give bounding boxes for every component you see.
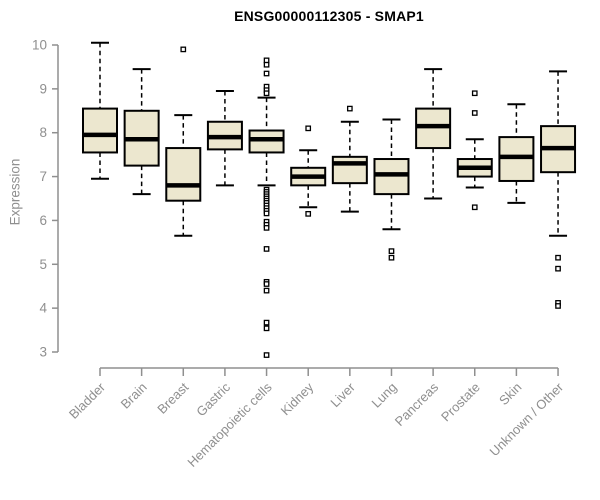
y-axis-tick-label: 5 <box>39 257 47 272</box>
boxplot-lung <box>373 118 410 261</box>
y-axis-tick-label: 4 <box>39 301 47 316</box>
chart-title: ENSG00000112305 - SMAP1 <box>234 8 424 24</box>
outlier-point <box>263 61 270 68</box>
outlier-point <box>555 303 561 309</box>
boxplot-gastric <box>206 90 243 187</box>
boxplot-bladder <box>82 41 118 180</box>
boxplot-unknown-other <box>540 70 577 309</box>
boxplot-liver <box>331 105 368 213</box>
y-axis-tick-label: 10 <box>32 38 47 53</box>
outlier-point <box>305 125 312 132</box>
boxplot-skin <box>498 103 535 204</box>
boxplot-hematopoietic-cells <box>248 57 285 358</box>
outlier-point <box>180 46 187 53</box>
x-axis-category-label: Kidney <box>278 379 317 418</box>
boxplot-brain <box>123 68 160 196</box>
y-axis-title: Expression <box>7 158 23 226</box>
outlier-point <box>346 105 353 112</box>
outlier-point <box>388 248 395 254</box>
outlier-point <box>263 319 270 326</box>
outlier-point <box>471 90 478 97</box>
boxplot-breast <box>165 46 202 237</box>
x-axis-category-label: Gastric <box>193 379 233 419</box>
box-rect <box>165 147 202 202</box>
outlier-point <box>555 254 561 261</box>
x-axis-category-label: Prostate <box>438 380 483 425</box>
box-rect <box>82 107 118 154</box>
y-axis-tick-label: 7 <box>39 169 47 184</box>
outlier-point <box>263 70 270 77</box>
boxplot-pancreas <box>415 68 452 200</box>
x-axis-category-label: Unknown / Other <box>487 379 567 459</box>
outlier-point <box>263 281 270 287</box>
outlier-point <box>263 287 270 294</box>
outlier-point <box>263 225 270 231</box>
outlier-point <box>263 325 270 332</box>
x-axis-category-label: Bladder <box>66 379 109 422</box>
x-axis-category-label: Skin <box>496 380 524 408</box>
y-axis-tick-label: 8 <box>39 125 47 140</box>
outlier-point <box>555 265 561 272</box>
x-axis-category-label: Lung <box>369 380 400 411</box>
box-rect <box>331 155 368 185</box>
y-axis-tick-label: 3 <box>39 345 47 360</box>
x-axis-category-label: Breast <box>154 379 191 416</box>
y-axis-tick-label: 6 <box>39 213 47 228</box>
boxplot-prostate <box>456 90 493 211</box>
x-axis-category-label: Brain <box>118 380 150 412</box>
outlier-point <box>263 246 270 252</box>
outlier-point <box>388 254 395 261</box>
x-axis-category-label: Liver <box>327 379 358 410</box>
outlier-point <box>263 210 270 217</box>
boxplot-kidney <box>290 125 327 217</box>
outlier-point <box>471 204 478 211</box>
outlier-point <box>471 110 478 116</box>
outlier-point <box>305 210 312 217</box>
x-axis-category-label: Pancreas <box>392 379 442 429</box>
y-axis-tick-label: 9 <box>39 81 47 96</box>
outlier-point <box>263 90 270 97</box>
outlier-point <box>263 352 270 358</box>
